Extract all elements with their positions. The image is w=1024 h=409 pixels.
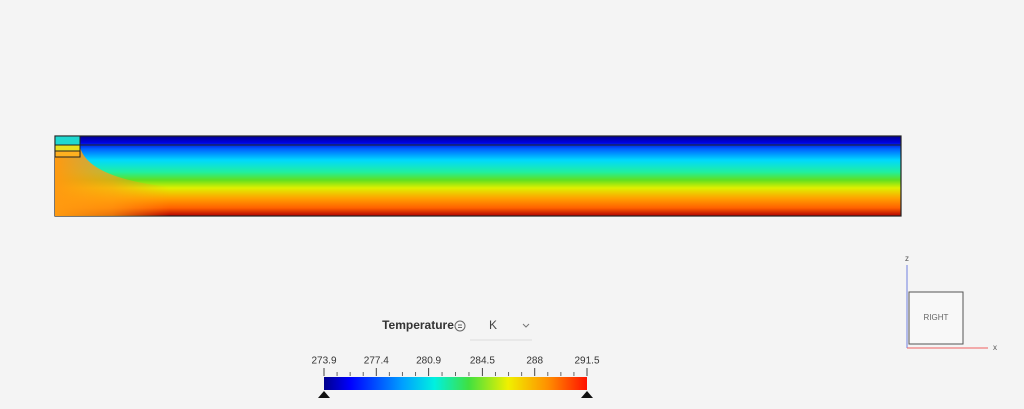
max-handle[interactable]	[581, 391, 593, 398]
chevron	[522, 323, 530, 328]
tick-label: 280.9	[416, 356, 441, 367]
cube-label: RIGHT	[924, 313, 949, 322]
z-label: z	[905, 254, 909, 263]
inlet-top	[54, 135, 81, 146]
legend-header[interactable]: Temperature K	[382, 318, 532, 341]
tick-label: 288	[526, 356, 543, 367]
min-handle[interactable]	[318, 391, 330, 398]
colorbar	[324, 377, 587, 390]
inlet-mid	[54, 144, 81, 152]
x-label: x	[993, 343, 997, 352]
tick-label: 284.5	[470, 356, 495, 367]
cube-face[interactable]	[908, 291, 964, 345]
legend-title: Temperature	[382, 318, 454, 332]
colorbar-ticks: 273.9 277.4 280.9 284.5 288 291.5	[311, 356, 600, 376]
model	[54, 135, 902, 217]
view-cube[interactable]: z x RIGHT	[905, 254, 997, 352]
inlet-plume	[55, 147, 170, 216]
tick-label: 273.9	[311, 356, 336, 367]
settings-icon[interactable]	[454, 320, 466, 332]
unit-select[interactable]: K	[489, 318, 497, 332]
tick-label: 291.5	[574, 356, 599, 367]
tick-label: 277.4	[364, 356, 389, 367]
inlet-bottom	[54, 150, 81, 158]
domain	[54, 135, 902, 217]
